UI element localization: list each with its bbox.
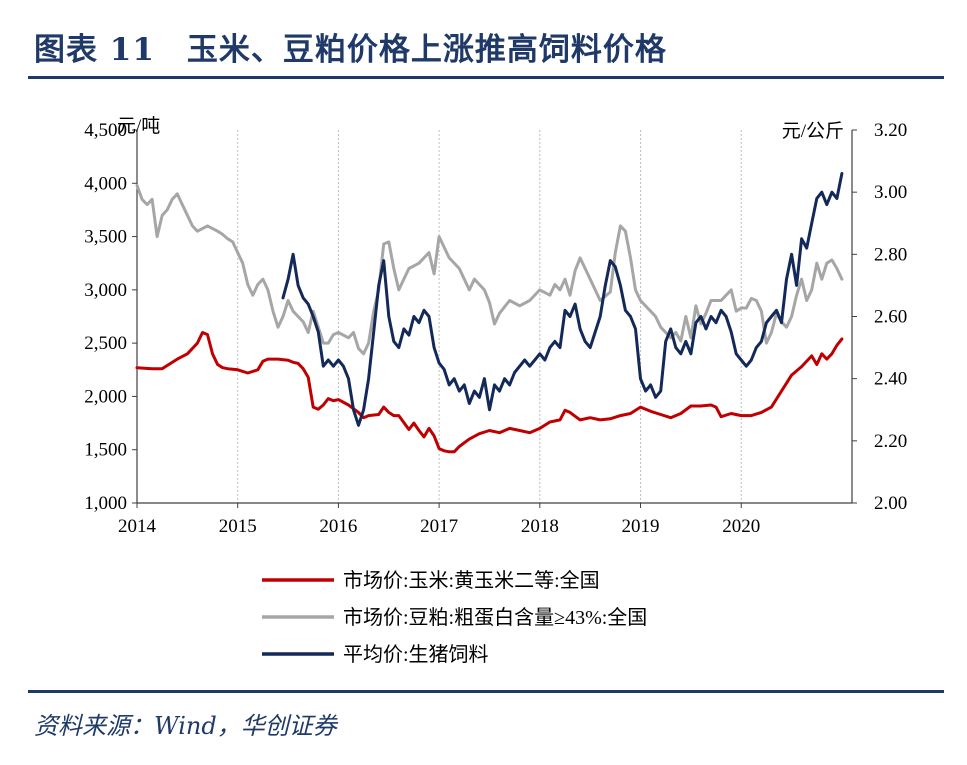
left-tick-label: 3,000 bbox=[84, 280, 127, 301]
series-line-1 bbox=[135, 183, 844, 356]
right-tick-label: 2.80 bbox=[874, 244, 907, 265]
source-note: 资料来源：Wind，华创证券 bbox=[34, 712, 337, 740]
x-tick-label: 2019 bbox=[622, 516, 660, 537]
right-tick-label: 2.00 bbox=[874, 493, 907, 514]
left-tick-label: 1,000 bbox=[84, 493, 127, 514]
x-tick-label: 2014 bbox=[118, 516, 157, 537]
axes bbox=[132, 129, 857, 508]
legend-label-0: 市场价:玉米:黄玉米二等:全国 bbox=[343, 569, 600, 592]
left-axis-unit: 元/吨 bbox=[117, 115, 160, 137]
right-tick-label: 2.40 bbox=[874, 369, 907, 390]
series-lines bbox=[135, 172, 844, 454]
x-tick-label: 2017 bbox=[420, 516, 458, 537]
series-line-2 bbox=[281, 172, 844, 427]
right-tick-label: 2.20 bbox=[874, 431, 907, 452]
x-tick-label: 2020 bbox=[722, 516, 760, 537]
legend: 市场价:玉米:黄玉米二等:全国市场价:豆粕:粗蛋白含量≥43%:全国平均价:生猪… bbox=[262, 569, 647, 666]
chart-area: 1,000 1,500 2,000 2,500 3,000 3,500 4,000 4,500… bbox=[84, 115, 907, 666]
left-tick-label: 3,500 bbox=[84, 227, 127, 248]
left-tick-label: 4,000 bbox=[84, 173, 127, 194]
footer-rule bbox=[28, 690, 944, 693]
right-tick-label: 2.60 bbox=[874, 307, 907, 328]
legend-label-2: 平均价:生猪饲料 bbox=[343, 643, 489, 666]
right-tick-label: 3.00 bbox=[874, 182, 907, 203]
x-tick-label: 2018 bbox=[521, 516, 559, 537]
chart-title: 图表 11 玉米、豆粕价格上涨推高饲料价格 bbox=[34, 32, 667, 68]
left-tick-label: 1,500 bbox=[84, 440, 127, 461]
series-line-0 bbox=[135, 331, 844, 454]
left-tick-label: 4,500 bbox=[84, 120, 127, 141]
title-bar: 图表 11 玉米、豆粕价格上涨推高饲料价格 bbox=[28, 18, 944, 79]
right-tick-label: 3.20 bbox=[874, 120, 907, 141]
right-axis-unit: 元/公斤 bbox=[782, 120, 844, 142]
left-tick-label: 2,500 bbox=[84, 333, 127, 354]
axis-labels: 1,000 1,500 2,000 2,500 3,000 3,500 4,000 4,500… bbox=[84, 115, 907, 537]
legend-label-1: 市场价:豆粕:粗蛋白含量≥43%:全国 bbox=[343, 606, 647, 629]
x-tick-label: 2015 bbox=[219, 516, 257, 537]
x-tick-label: 2016 bbox=[319, 516, 357, 537]
left-tick-label: 2,000 bbox=[84, 386, 127, 407]
